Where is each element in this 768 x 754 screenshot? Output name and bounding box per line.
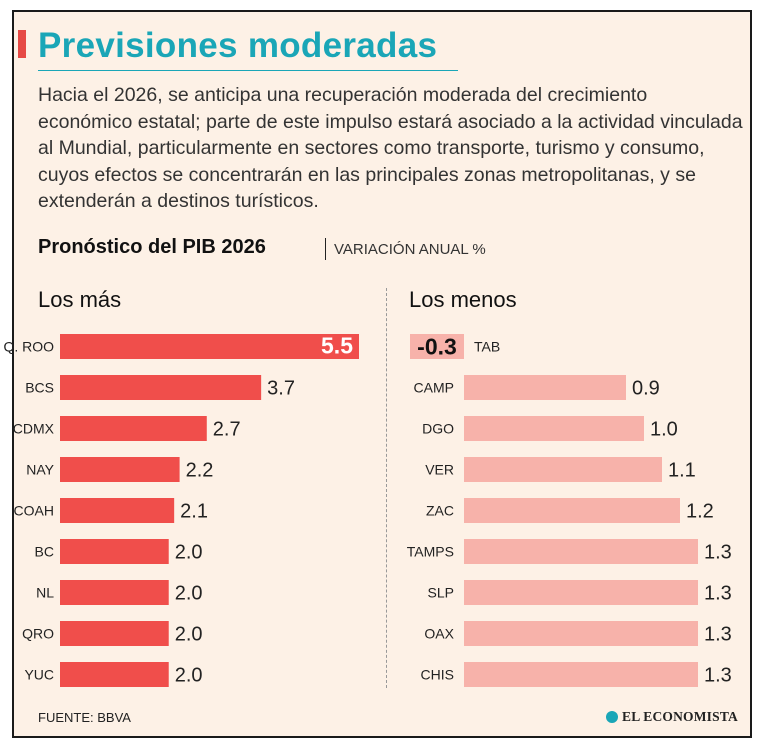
logo-text: EL ECONOMISTA [622,709,738,724]
category-label: NL [36,585,54,601]
bar [464,621,698,646]
category-label: BCS [25,380,54,396]
right-panel-title: Los menos [409,287,517,312]
category-label: COAH [14,503,54,519]
category-label: OAX [424,626,454,642]
value-label: 1.0 [650,419,678,441]
title-underline [38,70,458,71]
title-accent-bar [18,30,26,58]
bar [60,539,169,564]
infographic-frame [12,10,752,738]
bar [60,334,359,359]
bar [464,580,698,605]
value-label: 5.5 [321,333,353,359]
bar [60,375,262,400]
bar [60,457,180,482]
value-label: 1.1 [668,460,696,482]
left-panel-title: Los más [38,287,122,312]
bar [464,662,698,687]
category-label: CDMX [13,421,55,437]
category-label: CHIS [421,667,454,683]
source-note: FUENTE: BBVA [38,710,131,725]
value-label: 2.2 [186,460,214,482]
publisher-logo: EL ECONOMISTA [606,709,738,725]
subtitle-separator [325,238,326,260]
value-label: 1.3 [704,542,732,564]
category-label: NAY [26,462,54,478]
value-label: 2.0 [175,665,203,687]
description-text: Hacia el 2026, se anticipa una recuperac… [38,84,743,212]
bar [60,416,207,441]
logo-icon [606,711,618,723]
chart-subtitle: Pronóstico del PIB 2026 [38,236,266,258]
category-label: YUC [24,667,54,683]
category-label: Q. ROO [3,339,54,355]
category-label: QRO [22,626,54,642]
value-label: 1.2 [686,501,714,523]
bar [410,334,464,359]
value-label: 1.3 [704,583,732,605]
bar [60,498,175,523]
bar [60,662,169,687]
bar [60,580,169,605]
chart-unit-label: VARIACIÓN ANUAL % [334,241,486,258]
category-label: TAB [474,339,500,355]
category-label: TAMPS [407,544,454,560]
category-label: SLP [428,585,454,601]
value-label: 2.0 [175,542,203,564]
panel-divider [386,288,387,688]
bar [464,539,698,564]
bar [464,457,662,482]
page-title: Previsiones moderadas [38,26,438,65]
value-label: 2.7 [213,419,241,441]
category-label: VER [425,462,454,478]
value-label: 2.0 [175,583,203,605]
bar [464,498,680,523]
bar [464,416,644,441]
bar [464,375,626,400]
value-label: 0.9 [632,378,660,400]
value-label: 1.3 [704,624,732,646]
category-label: ZAC [426,503,454,519]
value-label: 1.3 [704,665,732,687]
category-label: DGO [422,421,454,437]
value-label: 2.0 [175,624,203,646]
value-label: 2.1 [180,501,208,523]
category-label: BC [35,544,54,560]
value-label: 3.7 [267,378,295,400]
category-label: CAMP [414,380,454,396]
bar [60,621,169,646]
value-label: -0.3 [417,334,457,360]
